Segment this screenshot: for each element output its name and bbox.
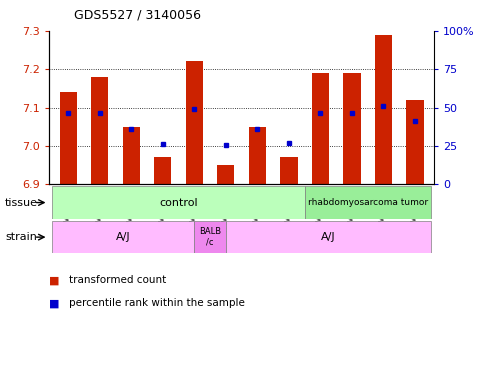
- Text: rhabdomyosarcoma tumor: rhabdomyosarcoma tumor: [308, 198, 428, 207]
- Text: GDS5527 / 3140056: GDS5527 / 3140056: [74, 8, 201, 21]
- Bar: [375, 35, 392, 184]
- Bar: [280, 157, 297, 184]
- Bar: [305, 186, 431, 219]
- Bar: [52, 221, 194, 253]
- Bar: [406, 100, 423, 184]
- Text: percentile rank within the sample: percentile rank within the sample: [69, 298, 245, 308]
- Text: strain: strain: [5, 232, 37, 242]
- Bar: [312, 73, 329, 184]
- Bar: [52, 186, 305, 219]
- Text: A/J: A/J: [321, 232, 336, 242]
- Text: BALB
/c: BALB /c: [199, 227, 221, 247]
- Text: tissue: tissue: [5, 197, 38, 208]
- Text: A/J: A/J: [116, 232, 131, 242]
- Text: ■: ■: [49, 275, 60, 285]
- Bar: [154, 157, 172, 184]
- Bar: [123, 127, 140, 184]
- Bar: [194, 221, 226, 253]
- Bar: [60, 92, 77, 184]
- Text: ■: ■: [49, 298, 60, 308]
- Bar: [343, 73, 360, 184]
- Text: control: control: [159, 197, 198, 208]
- Bar: [217, 165, 235, 184]
- Bar: [186, 61, 203, 184]
- Bar: [226, 221, 431, 253]
- Bar: [248, 127, 266, 184]
- Bar: [91, 77, 108, 184]
- Text: transformed count: transformed count: [69, 275, 166, 285]
